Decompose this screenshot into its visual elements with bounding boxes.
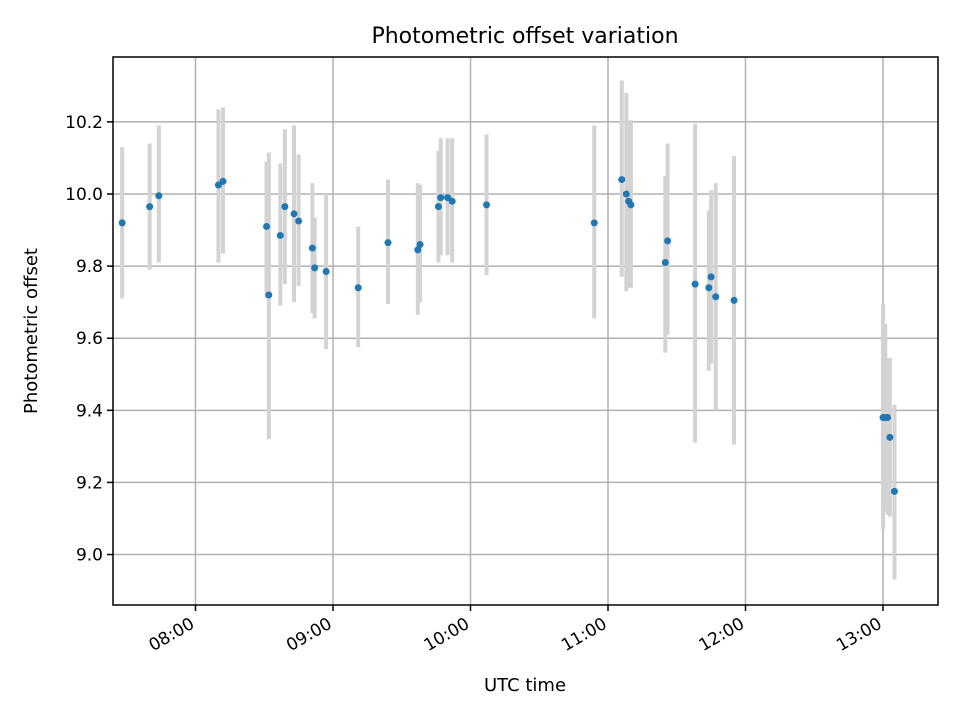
data-point bbox=[311, 264, 319, 272]
data-point bbox=[295, 217, 303, 225]
data-point bbox=[483, 201, 491, 209]
data-point bbox=[384, 239, 392, 247]
y-tick-label: 9.2 bbox=[76, 473, 103, 493]
y-tick-label: 9.4 bbox=[76, 401, 103, 421]
data-point bbox=[691, 280, 699, 288]
data-point bbox=[322, 268, 330, 276]
data-point bbox=[437, 194, 445, 202]
x-tick-label: 11:00 bbox=[558, 614, 610, 656]
data-points bbox=[118, 176, 898, 495]
data-point bbox=[354, 284, 362, 292]
data-point bbox=[707, 273, 715, 281]
y-tick-label: 10.2 bbox=[65, 113, 103, 133]
data-point bbox=[219, 177, 227, 185]
x-tick-label: 13:00 bbox=[833, 614, 885, 656]
data-point bbox=[146, 203, 154, 211]
error-bars bbox=[120, 80, 897, 580]
chart-title: Photometric offset variation bbox=[371, 24, 678, 49]
data-point bbox=[712, 293, 720, 301]
x-tick-label: 12:00 bbox=[696, 614, 748, 656]
x-axis-label: UTC time bbox=[484, 675, 566, 696]
data-point bbox=[664, 237, 672, 245]
data-point bbox=[416, 240, 424, 248]
x-tick-label: 09:00 bbox=[283, 614, 335, 656]
data-point bbox=[281, 203, 289, 211]
y-axis-label: Photometric offset bbox=[21, 248, 42, 414]
y-axis-ticks: 9.0 9.2 9.4 9.6 9.8 10.0 10.2 bbox=[65, 113, 113, 566]
x-axis-ticks: 08:00 09:00 10:00 11:00 12:00 13:00 bbox=[146, 605, 886, 656]
data-point bbox=[730, 296, 738, 304]
data-point bbox=[308, 244, 316, 252]
x-tick-label: 08:00 bbox=[146, 614, 198, 656]
data-point bbox=[627, 201, 635, 209]
data-point bbox=[448, 197, 456, 205]
data-point bbox=[884, 414, 892, 422]
y-tick-label: 10.0 bbox=[65, 185, 103, 205]
data-point bbox=[886, 433, 894, 441]
y-tick-label: 9.0 bbox=[76, 546, 103, 566]
data-point bbox=[118, 219, 126, 227]
data-point bbox=[622, 190, 630, 198]
data-point bbox=[414, 246, 422, 254]
grid-lines bbox=[113, 57, 938, 605]
data-point bbox=[155, 192, 163, 200]
data-point bbox=[890, 487, 898, 495]
data-point bbox=[265, 291, 273, 299]
data-point bbox=[705, 284, 713, 292]
plot-frame bbox=[112, 56, 939, 606]
data-point bbox=[276, 231, 284, 239]
x-tick-label: 10:00 bbox=[421, 614, 473, 656]
data-point bbox=[618, 176, 626, 184]
data-point bbox=[290, 210, 298, 218]
y-tick-label: 9.8 bbox=[76, 257, 103, 277]
y-tick-label: 9.6 bbox=[76, 329, 103, 349]
data-point bbox=[263, 222, 271, 230]
data-point bbox=[661, 259, 669, 266]
data-point bbox=[434, 203, 442, 211]
data-point bbox=[590, 219, 598, 227]
